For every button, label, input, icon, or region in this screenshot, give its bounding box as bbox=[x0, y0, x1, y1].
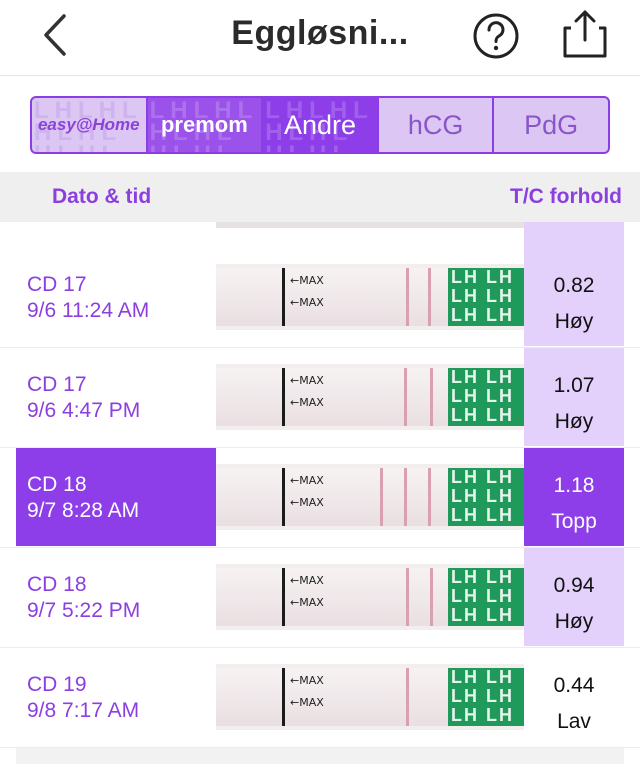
easy-home-logo: easy@Home bbox=[37, 115, 140, 134]
test-strip-photo[interactable]: ←MAX ←MAX LH LH LH LH LH LH LH LH LH bbox=[216, 364, 524, 430]
tc-ratio-cell: 0.94 Høy bbox=[524, 548, 624, 646]
max-label: ←MAX bbox=[290, 696, 324, 709]
test-strip-photo[interactable]: ←MAX ←MAX LH LH LH LH LH LH LH LH LH bbox=[216, 464, 524, 530]
tc-ratio-value: 1.07 bbox=[553, 374, 595, 397]
test-datetime: 9/6 4:47 PM bbox=[27, 399, 141, 422]
previous-strip-edge bbox=[216, 222, 524, 228]
lh-wick: LH LH LH LH LH LH LH LH LH bbox=[448, 668, 524, 726]
max-label: ←MAX bbox=[290, 596, 324, 609]
table-row[interactable]: CD 18 9/7 8:28 AM ←MAX ←MAX LH LH LH LH LH L… bbox=[0, 448, 640, 548]
lh-wick: LH LH LH LH LH LH LH LH LH bbox=[448, 468, 524, 526]
tc-ratio-cell: 0.44 Lav bbox=[524, 648, 624, 746]
tc-ratio-value: 1.18 bbox=[553, 474, 595, 497]
max-label: ←MAX bbox=[290, 396, 324, 409]
row-date-cell: CD 17 9/6 4:47 PM bbox=[16, 348, 216, 446]
tc-ratio-header: T/C forhold bbox=[510, 185, 622, 208]
max-label: ←MAX bbox=[290, 574, 324, 587]
tc-ratio-value: 0.44 bbox=[553, 674, 595, 697]
table-row[interactable]: CD 17 9/6 4:47 PM ←MAX ←MAX LH LH LH LH LH L… bbox=[0, 348, 640, 448]
test-line bbox=[406, 568, 409, 626]
test-line bbox=[428, 468, 431, 526]
test-line bbox=[406, 268, 409, 326]
test-line bbox=[430, 568, 433, 626]
tab-pdg-label: PdG bbox=[524, 109, 579, 140]
cycle-day: CD 17 bbox=[27, 273, 87, 296]
max-line-marker bbox=[282, 668, 285, 726]
test-datetime: 9/7 8:28 AM bbox=[27, 499, 140, 522]
previous-value-edge bbox=[524, 222, 624, 248]
tc-ratio-cell: 1.18 Topp bbox=[524, 448, 624, 546]
share-icon[interactable] bbox=[558, 6, 612, 62]
table-row[interactable]: CD 19 9/8 7:17 AM ←MAX ←MAX LH LH LH LH LH L… bbox=[0, 648, 640, 748]
lh-level-label: Høy bbox=[554, 410, 594, 433]
tab-premom[interactable]: LHLHLHLHLHLHLH premom bbox=[147, 98, 264, 152]
tc-ratio-cell: 1.07 Høy bbox=[524, 348, 624, 446]
strip-body bbox=[216, 268, 448, 326]
test-line bbox=[428, 268, 431, 326]
max-label: ←MAX bbox=[290, 474, 324, 487]
strip-body bbox=[216, 668, 448, 726]
premom-logo: premom bbox=[160, 112, 248, 137]
test-result-list: CD 17 9/6 11:24 AM ←MAX ←MAX LH LH LH LH LH … bbox=[0, 222, 640, 764]
lh-wick: LH LH LH LH LH LH LH LH LH bbox=[448, 568, 524, 626]
row-date-cell: CD 18 9/7 8:28 AM bbox=[16, 448, 216, 546]
lh-wick: LH LH LH LH LH LH LH LH LH bbox=[448, 268, 524, 326]
max-line-marker bbox=[282, 468, 285, 526]
lh-level-label: Lav bbox=[557, 710, 591, 733]
tc-ratio-value: 0.94 bbox=[553, 574, 595, 597]
test-strip-photo[interactable]: ←MAX ←MAX LH LH LH LH LH LH LH LH LH bbox=[216, 564, 524, 630]
row-date-cell: CD 19 9/8 7:17 AM bbox=[16, 648, 216, 746]
table-row[interactable]: CD 18 9/7 5:22 PM ←MAX ←MAX LH LH LH LH LH L… bbox=[0, 548, 640, 648]
test-line bbox=[380, 468, 383, 526]
tc-ratio-value: 0.82 bbox=[553, 274, 595, 297]
max-label: ←MAX bbox=[290, 296, 324, 309]
strip-body bbox=[216, 568, 448, 626]
test-strip-photo[interactable]: ←MAX ←MAX LH LH LH LH LH LH LH LH LH bbox=[216, 664, 524, 730]
strip-body bbox=[216, 368, 448, 426]
brand-segmented-control: LHLHLHLHLHLHLH easy@Home LHLHLHLHLHLHLH … bbox=[30, 96, 610, 154]
table-row[interactable]: CD 17 9/6 11:24 AM ←MAX ←MAX LH LH LH LH LH … bbox=[0, 248, 640, 348]
lh-level-label: Høy bbox=[554, 610, 594, 633]
test-line bbox=[404, 468, 407, 526]
strip-body bbox=[216, 468, 448, 526]
test-datetime: 9/7 5:22 PM bbox=[27, 599, 141, 622]
navigation-bar: Eggløsni... bbox=[0, 0, 640, 76]
max-label: ←MAX bbox=[290, 374, 324, 387]
max-line-marker bbox=[282, 368, 285, 426]
tab-andre[interactable]: LHLHLHLHLHLHLH Andre bbox=[263, 98, 379, 152]
max-label: ←MAX bbox=[290, 274, 324, 287]
cycle-day: CD 17 bbox=[27, 373, 87, 396]
next-row-edge bbox=[16, 748, 624, 764]
tab-andre-label: Andre bbox=[283, 109, 357, 140]
cycle-day: CD 18 bbox=[27, 473, 87, 496]
test-strip-photo[interactable]: ←MAX ←MAX LH LH LH LH LH LH LH LH LH bbox=[216, 264, 524, 330]
max-line-marker bbox=[282, 268, 285, 326]
lh-level-label: Topp bbox=[551, 510, 597, 533]
tab-easy-home[interactable]: LHLHLHLHLHLHLH easy@Home bbox=[32, 98, 148, 152]
max-label: ←MAX bbox=[290, 496, 324, 509]
lh-wick: LH LH LH LH LH LH LH LH LH bbox=[448, 368, 524, 426]
cycle-day: CD 19 bbox=[27, 673, 87, 696]
max-label: ←MAX bbox=[290, 674, 324, 687]
test-line bbox=[430, 368, 433, 426]
test-datetime: 9/8 7:17 AM bbox=[27, 699, 140, 722]
row-date-cell: CD 17 9/6 11:24 AM bbox=[16, 248, 216, 346]
max-line-marker bbox=[282, 568, 285, 626]
date-time-header: Dato & tid bbox=[52, 185, 152, 208]
test-line bbox=[406, 668, 409, 726]
tab-pdg[interactable]: PdG bbox=[494, 98, 608, 152]
question-circle-icon[interactable] bbox=[470, 10, 522, 62]
page-title: Eggløsni... bbox=[231, 14, 409, 52]
column-header: Dato & tid T/C forhold bbox=[0, 172, 640, 222]
cycle-day: CD 18 bbox=[27, 573, 87, 596]
row-date-cell: CD 18 9/7 5:22 PM bbox=[16, 548, 216, 646]
test-line bbox=[404, 368, 407, 426]
tc-ratio-cell: 0.82 Høy bbox=[524, 248, 624, 346]
lh-level-label: Høy bbox=[554, 310, 594, 333]
chevron-left-icon[interactable] bbox=[30, 10, 80, 60]
test-datetime: 9/6 11:24 AM bbox=[27, 299, 150, 322]
tab-hcg-label: hCG bbox=[407, 109, 464, 140]
tab-hcg[interactable]: hCG bbox=[379, 98, 495, 152]
